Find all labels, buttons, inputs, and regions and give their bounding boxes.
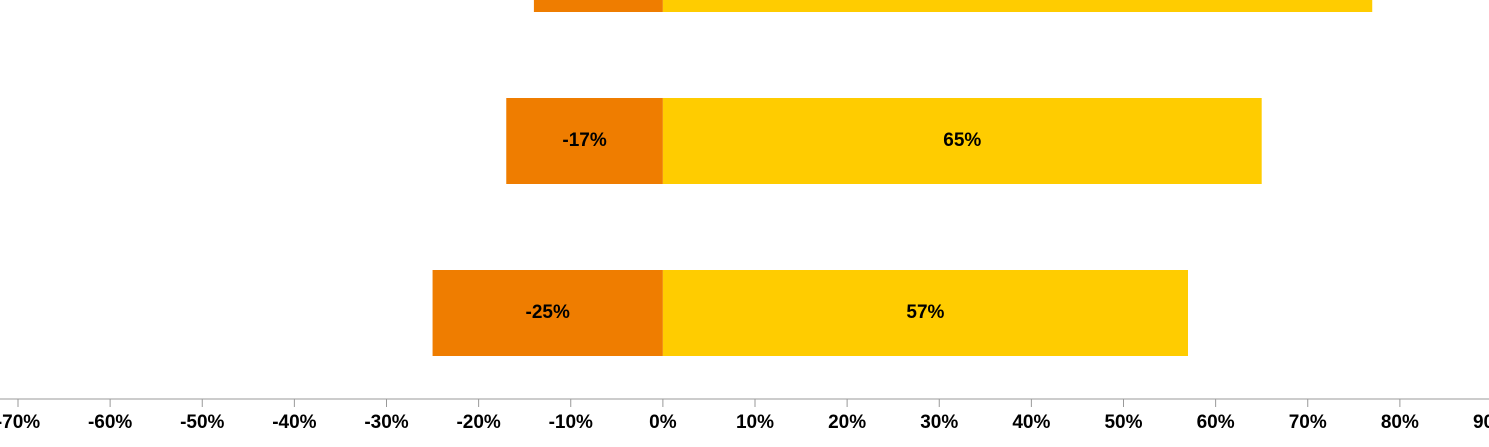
data-label: 57% — [906, 302, 944, 323]
x-tick-label: 30% — [920, 412, 958, 433]
bar-segment — [662, 0, 1373, 12]
x-tick-label: -60% — [88, 412, 132, 433]
data-label: 65% — [943, 130, 981, 151]
x-tick-label: 0% — [649, 412, 677, 433]
bar-segment — [506, 98, 663, 184]
x-tick-label: 90% — [1473, 412, 1489, 433]
x-tick-label: -10% — [549, 412, 593, 433]
bar-segment — [662, 98, 1262, 184]
bar-segment — [533, 0, 663, 12]
x-tick-label: 40% — [1012, 412, 1050, 433]
x-tick-label: -30% — [364, 412, 408, 433]
data-label: -25% — [526, 302, 570, 323]
x-tick-label: 70% — [1289, 412, 1327, 433]
x-tick-label: -20% — [456, 412, 500, 433]
x-tick-label: 50% — [1104, 412, 1142, 433]
x-tick-label: 80% — [1381, 412, 1419, 433]
x-tick-label: -70% — [0, 412, 40, 433]
x-tick-label: 20% — [828, 412, 866, 433]
x-tick-label: 60% — [1197, 412, 1235, 433]
x-tick-label: -40% — [272, 412, 316, 433]
x-tick-label: -50% — [180, 412, 224, 433]
x-tick-label: 10% — [736, 412, 774, 433]
data-label: -17% — [562, 130, 606, 151]
bar-segment — [662, 270, 1188, 356]
bar-segment — [432, 270, 663, 356]
